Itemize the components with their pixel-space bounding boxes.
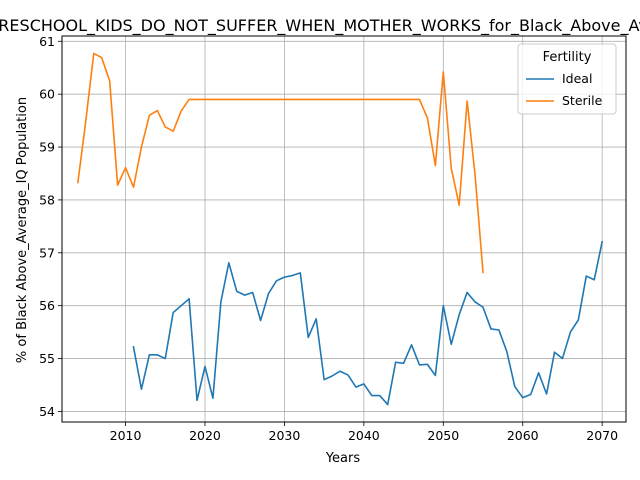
- legend-box: [517, 43, 617, 115]
- x-axis-label: Years: [325, 451, 361, 466]
- series-line-sterile: [76, 52, 484, 274]
- plot-area-frame: [61, 35, 627, 423]
- chart-title: n_PRESCHOOL_KIDS_DO_NOT_SUFFER_WHEN_MOTH…: [0, 16, 640, 36]
- y-axis-label: % of Black Above_Average_IQ Population: [15, 97, 30, 363]
- legend-label-ideal: Ideal: [562, 71, 592, 86]
- x-tick-label: 2030: [269, 428, 301, 443]
- legend-entries: Ideal Sterile: [526, 71, 603, 108]
- series-line-ideal: [132, 240, 604, 406]
- axis-ticks: 2010 2020 2030 2040 2050 2060 2070 54 55 56 57 58 59…: [39, 34, 618, 443]
- y-tick-label: 58: [39, 192, 55, 207]
- x-tick-label: 2060: [507, 428, 539, 443]
- x-tick-label: 2050: [427, 428, 459, 443]
- y-tick-label: 59: [39, 140, 55, 155]
- x-tick-label: 2040: [348, 428, 380, 443]
- x-tick-label: 2010: [110, 428, 142, 443]
- y-tick-label: 54: [39, 404, 55, 419]
- y-tick-label: 61: [39, 34, 55, 49]
- y-tick-label: 55: [39, 351, 55, 366]
- y-tick-label: 56: [39, 298, 55, 313]
- x-tick-label: 2020: [189, 428, 221, 443]
- y-tick-label: 60: [39, 87, 55, 102]
- y-tick-label: 57: [39, 245, 55, 260]
- legend: Fertility Ideal Sterile: [517, 43, 617, 115]
- x-tick-label: 2070: [586, 428, 618, 443]
- series-lines: [76, 52, 604, 406]
- legend-label-sterile: Sterile: [562, 93, 603, 108]
- legend-title: Fertility: [543, 50, 592, 65]
